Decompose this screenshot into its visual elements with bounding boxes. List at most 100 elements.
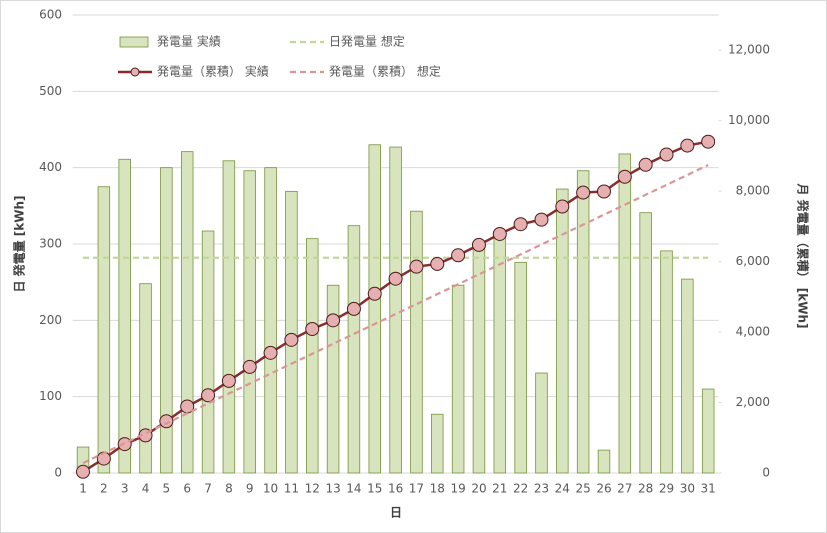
y-tick-label: 300 (39, 237, 62, 251)
y-tick-label: 100 (39, 389, 62, 403)
marker (659, 147, 674, 162)
marker (159, 414, 174, 429)
y2-axis-title: 月 発電量（累積） [kWh] (796, 182, 811, 328)
x-tick-label: 21 (492, 482, 507, 496)
bar (326, 284, 340, 474)
y2-tick-label: 8,000 (736, 184, 770, 198)
bar (701, 388, 715, 474)
bar (514, 261, 527, 474)
x-tick-label: 25 (576, 482, 591, 496)
marker (409, 259, 424, 274)
x-tick-label: 9 (246, 482, 254, 496)
x-tick-label: 7 (204, 482, 212, 496)
x-tick-label: 29 (659, 482, 674, 496)
bar (180, 151, 194, 474)
x-tick-label: 18 (430, 482, 445, 496)
y-tick-label: 600 (39, 8, 62, 22)
x-tick-label: 15 (367, 482, 382, 496)
x-tick-label: 14 (346, 482, 361, 496)
x-tick-label: 22 (513, 482, 528, 496)
y2-tick-label: 10,000 (728, 113, 770, 127)
bar (431, 413, 444, 474)
marker (680, 138, 695, 153)
legend-label: 発電量（累積） 想定 (329, 64, 441, 79)
marker (701, 134, 716, 149)
y2-tick-label: 2,000 (736, 395, 770, 409)
marker (430, 256, 445, 271)
y-axis-title: 日 発電量 [kWh] (12, 195, 27, 292)
x-tick-label: 24 (555, 482, 570, 496)
legend-swatch (119, 36, 149, 48)
x-tick-label: 11 (284, 482, 299, 496)
marker (596, 184, 611, 199)
y2-tick-label: 6,000 (736, 254, 770, 268)
marker (576, 185, 591, 200)
bar (451, 284, 465, 474)
bar (97, 186, 111, 474)
bar (347, 225, 361, 474)
line (82, 164, 709, 465)
marker (555, 199, 570, 214)
bar (493, 235, 507, 474)
marker (367, 286, 382, 301)
legend-marker (130, 67, 140, 77)
x-tick-label: 4 (142, 482, 150, 496)
x-tick-label: 31 (701, 482, 716, 496)
marker (638, 157, 653, 172)
bar (597, 449, 611, 474)
y2-tick-label: 0 (762, 466, 770, 480)
x-tick-label: 8 (225, 482, 233, 496)
x-tick-label: 20 (471, 482, 486, 496)
marker (201, 388, 216, 403)
y-tick-label: 500 (39, 84, 62, 98)
marker (284, 332, 299, 347)
y-tick-label: 0 (54, 466, 62, 480)
x-tick-label: 3 (121, 482, 129, 496)
bar (681, 278, 694, 474)
x-tick-label: 16 (388, 482, 403, 496)
marker (76, 464, 91, 479)
bar (118, 158, 131, 474)
x-tick-label: 12 (305, 482, 320, 496)
x-tick-label: 27 (617, 482, 632, 496)
bar (389, 146, 402, 474)
x-tick-label: 26 (596, 482, 611, 496)
marker (263, 345, 278, 360)
y-tick-label: 200 (39, 313, 62, 327)
marker (242, 359, 257, 374)
bar (576, 170, 590, 474)
bar (368, 144, 381, 474)
marker (513, 217, 528, 232)
x-axis-title: 日 (390, 506, 402, 520)
marker (346, 301, 361, 316)
x-tick-label: 5 (163, 482, 171, 496)
bar (264, 167, 277, 474)
legend-label: 発電量 実績 (157, 34, 221, 49)
y-tick-label: 400 (39, 160, 62, 174)
bar (660, 250, 673, 474)
bar (243, 170, 256, 474)
marker (492, 226, 507, 241)
bar (618, 153, 632, 474)
bar (160, 167, 173, 474)
bar (639, 212, 652, 474)
bar (306, 238, 319, 474)
bar (410, 210, 423, 474)
marker (326, 313, 341, 328)
bar (472, 247, 486, 474)
marker (534, 212, 549, 227)
x-tick-label: 2 (100, 482, 108, 496)
marker (451, 248, 466, 263)
marker (471, 237, 486, 252)
legend-label: 日発電量 想定 (329, 34, 405, 49)
marker (617, 169, 632, 184)
bar (556, 188, 569, 474)
bar (285, 190, 298, 474)
x-tick-label: 10 (263, 482, 278, 496)
bar (222, 160, 236, 474)
x-tick-label: 30 (680, 482, 695, 496)
x-tick-label: 19 (450, 482, 465, 496)
x-tick-label: 6 (183, 482, 191, 496)
legend-label: 発電量（累積） 実績 (157, 64, 269, 79)
